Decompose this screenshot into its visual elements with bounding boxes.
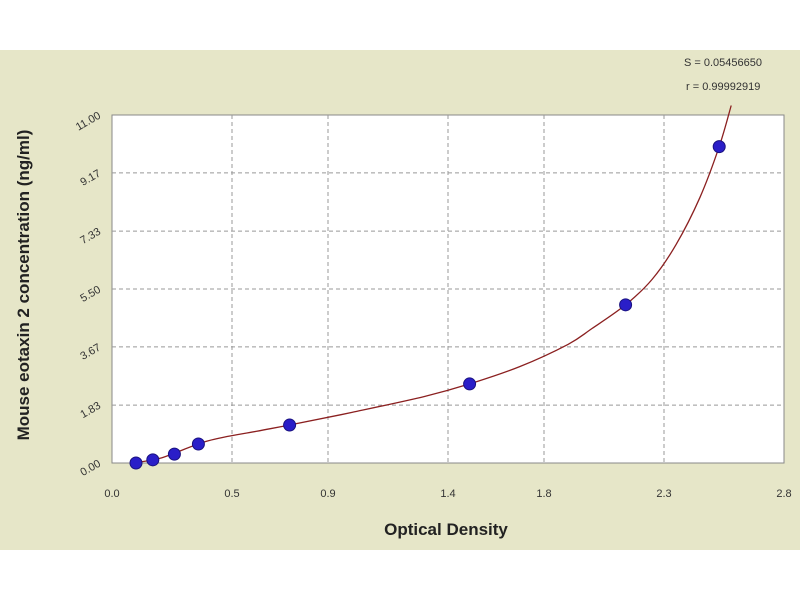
data-point xyxy=(619,298,633,312)
data-point xyxy=(129,456,143,470)
r-statistic: r = 0.99992919 xyxy=(686,81,760,93)
x-tick-label: 0.0 xyxy=(104,488,119,500)
x-tick-label: 1.4 xyxy=(440,488,455,500)
data-point xyxy=(712,140,726,154)
x-tick-label: 1.8 xyxy=(536,488,551,500)
data-point xyxy=(167,447,181,461)
data-point xyxy=(463,377,477,391)
grid xyxy=(112,115,784,463)
fit-curve xyxy=(131,105,732,464)
x-tick-label: 2.8 xyxy=(776,488,791,500)
x-tick-label: 0.9 xyxy=(320,488,335,500)
s-statistic: S = 0.05456650 xyxy=(684,57,762,69)
x-tick-label: 0.5 xyxy=(224,488,239,500)
data-points xyxy=(129,140,726,470)
x-tick-label: 2.3 xyxy=(656,488,671,500)
data-point xyxy=(191,437,205,451)
y-axis-label: Mouse eotaxin 2 concentration (ng/ml) xyxy=(14,130,33,441)
data-point xyxy=(283,418,297,432)
x-axis-label: Optical Density xyxy=(384,520,508,539)
data-point xyxy=(146,453,160,467)
